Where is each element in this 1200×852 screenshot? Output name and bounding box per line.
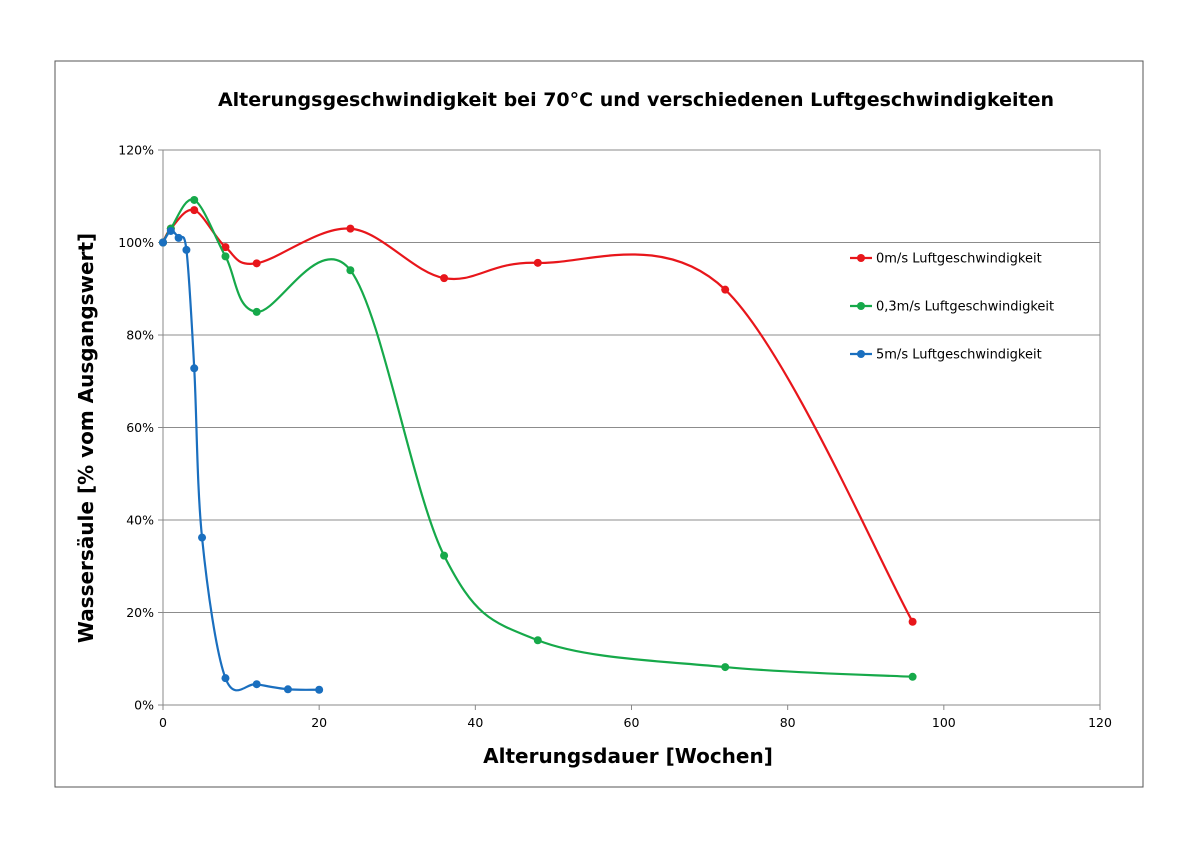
x-axis-title: Alterungsdauer [Wochen]	[483, 744, 773, 768]
y-tick-label: 80%	[126, 328, 154, 343]
grid-layer	[163, 242, 1100, 613]
legend-label: 5m/s Luftgeschwindigkeit	[876, 348, 1042, 363]
data-point	[166, 226, 175, 235]
data-point	[221, 674, 230, 683]
legend-swatch-marker	[857, 254, 865, 262]
data-point	[221, 252, 230, 261]
legend-label: 0m/s Luftgeschwindigkeit	[876, 252, 1042, 267]
y-tick-label: 40%	[126, 513, 154, 528]
y-tick-label: 60%	[126, 420, 154, 435]
x-tick-label: 20	[311, 715, 327, 730]
data-point	[182, 245, 191, 254]
legend: 0m/s Luftgeschwindigkeit 0,3m/s Luftgesch…	[850, 252, 1054, 363]
y-axis-title: Wassersäule [% vom Ausgangswert]	[74, 233, 98, 643]
data-point	[908, 672, 917, 681]
legend-swatch-marker	[857, 302, 865, 310]
data-point	[252, 680, 261, 689]
legend-label: 0,3m/s Luftgeschwindigkeit	[876, 300, 1054, 315]
x-tick-label: 80	[780, 715, 796, 730]
series-layer	[159, 195, 917, 694]
data-point	[346, 224, 355, 233]
data-point	[721, 663, 730, 672]
legend-entry: 0,3m/s Luftgeschwindigkeit	[850, 300, 1054, 315]
data-point	[721, 285, 730, 294]
x-tick-label: 100	[932, 715, 956, 730]
data-point	[190, 195, 199, 204]
data-point	[440, 274, 449, 283]
data-point	[533, 636, 542, 645]
series-3	[159, 226, 324, 694]
data-point	[221, 243, 230, 252]
data-point	[315, 685, 324, 694]
data-point	[159, 238, 167, 247]
x-tick-label: 0	[159, 715, 167, 730]
data-point	[198, 533, 207, 542]
data-point	[190, 364, 199, 373]
tick-layer: 0% 20% 40% 60% 80% 100% 120% 0 20 40 60 80 100 120	[118, 143, 1112, 731]
y-tick-label: 20%	[126, 605, 154, 620]
data-point	[440, 551, 449, 560]
legend-entry: 5m/s Luftgeschwindigkeit	[850, 348, 1042, 363]
legend-entry: 0m/s Luftgeschwindigkeit	[850, 252, 1042, 267]
data-point	[908, 617, 917, 626]
y-tick-label: 0%	[134, 698, 154, 713]
data-point	[252, 259, 261, 268]
y-tick-label: 100%	[118, 235, 154, 250]
data-point	[190, 206, 199, 215]
x-tick-label: 40	[467, 715, 483, 730]
y-tick-label: 120%	[118, 143, 154, 158]
data-point	[252, 307, 261, 316]
x-tick-label: 120	[1088, 715, 1112, 730]
data-point	[346, 266, 355, 275]
legend-swatch-marker	[857, 350, 865, 358]
data-point	[533, 258, 542, 267]
chart-outer-border	[54, 60, 1144, 788]
chart-title: Alterungsgeschwindigkeit bei 70°C und ve…	[218, 89, 1054, 111]
data-point	[174, 233, 183, 242]
x-tick-label: 60	[624, 715, 640, 730]
data-point	[283, 685, 292, 694]
